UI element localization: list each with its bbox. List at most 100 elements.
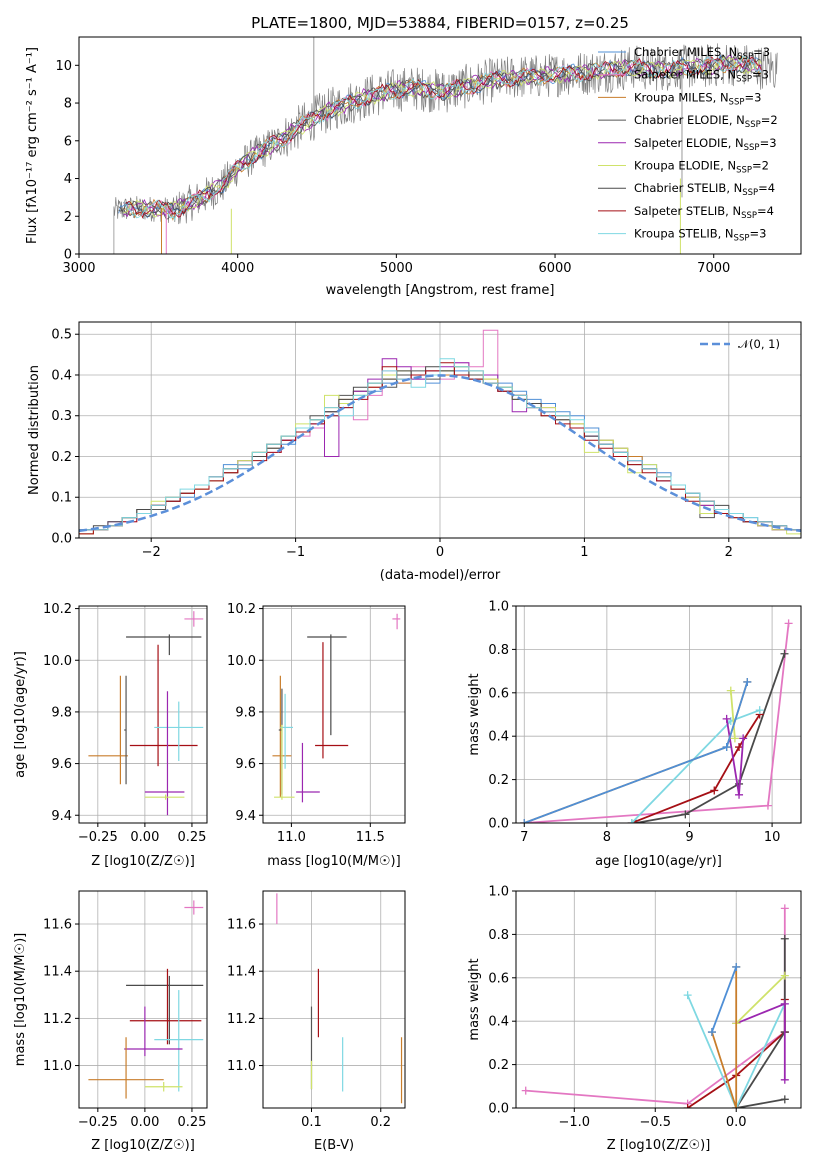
y-axis-label: Flux [fλ10⁻¹⁷ erg cm⁻² s⁻¹ A⁻¹] [25,47,40,244]
y-tick-label: 10.0 [227,654,256,669]
x-tick-label: 0.25 [177,830,206,845]
point-marker [730,734,739,743]
legend-value: =4 [758,181,775,195]
model-line-kroupa-stelib [123,55,762,221]
point-marker [707,1028,716,1037]
point-marker [722,743,731,752]
y-axis-label: age [log10(age/yr)] [13,651,28,778]
line-kroupa-miles [711,967,738,1108]
y-tick-label: 6 [64,134,72,149]
axes-frame [78,890,208,1109]
y-tick-label: 0.0 [488,1102,509,1117]
y-axis-label: mass weight [467,958,482,1040]
age-vs-mass-panel: 11.0 11.5 9.4 9.6 9.8 10.0 10.2 mass [log10(M/M… [227,602,406,869]
y-tick-label: 0.0 [51,532,72,547]
point-marker [784,619,793,628]
y-tick-label: 10.0 [43,654,72,669]
point-marker [780,904,789,913]
legend-subscript: SSP [734,234,750,244]
y-tick-label: 0.0 [488,817,509,832]
legend-value: =3 [744,90,761,104]
x-tick-label: −0.25 [78,830,118,845]
point-marker [780,1095,789,1104]
point-marker [627,819,636,823]
y-tick-label: 10.2 [227,602,256,617]
point-marker [710,786,719,795]
legend-subscript: SSP [736,166,752,176]
legend-value: =2 [752,159,769,173]
x-axis-label: Z [log10(Z/Z☉)] [91,1138,195,1153]
point-marker [722,714,731,723]
y-tick-label: 0.5 [51,328,72,343]
point-marker [780,1075,789,1084]
hist-kroupa-stelib [79,358,801,538]
x-tick-label: −1 [286,545,305,560]
x-tick-label: 11.0 [277,830,306,845]
x-tick-label: 7000 [697,261,730,276]
mass-vs-Z-panel: −0.25 0.00 0.25 11.0 11.2 11.4 11.6 Z [log10(Z/… [13,890,208,1153]
y-tick-label: 11.2 [43,1012,72,1027]
x-axis-label: Z [log10(Z/Z☉)] [607,1138,711,1153]
point-marker [735,790,744,799]
y-tick-label: 0.2 [488,773,509,788]
age-vs-Z-panel: −0.25 0.00 0.25 9.4 9.6 9.8 10.0 10.2 Z [log10(Z… [13,602,208,869]
line-salpeter-stelib [631,714,761,823]
legend-value: =3 [749,227,766,241]
x-tick-label: 0.00 [130,830,159,845]
legend-entry: Chabrier STELIB, NSSP=4 [634,181,775,198]
y-tick-label: 0 [64,248,72,263]
x-axis-label: E(B-V) [314,1138,354,1153]
y-tick-label: 0.2 [488,1058,509,1073]
legend-entry: Chabrier MILES, NSSP=3 [634,45,770,62]
y-tick-label: 0.4 [51,368,72,383]
y-tick-label: 11.0 [43,1059,72,1074]
line-chabrier-stelib [635,653,786,823]
legend-entry: Kroupa ELODIE, NSSP=2 [634,159,769,176]
point-marker [631,819,640,823]
x-tick-label: 2 [725,545,733,560]
x-tick-label: 0.0 [726,1115,747,1130]
x-tick-label: −1.0 [559,1115,591,1130]
axes-frame [515,890,802,1109]
legend-subscript: SSP [742,188,758,198]
axes-frame [78,36,802,255]
point-marker [763,801,772,810]
point-marker [520,819,529,823]
y-tick-label: 0.4 [488,730,509,745]
y-tick-label: 0.6 [488,971,509,986]
point-marker [743,677,752,686]
x-axis-label: (data-model)/error [380,568,501,583]
x-tick-label: 4000 [221,261,254,276]
mass-weight-vs-Z-panel: −1.0 −0.5 0.0 0.0 0.2 0.4 0.6 0.8 1.0 Z [log10(Z/… [467,885,802,1153]
y-tick-label: 4 [64,172,72,187]
point-marker [732,1104,741,1108]
y-tick-label: 0.8 [488,928,509,943]
x-tick-label: 5000 [380,261,413,276]
legend-value: =3 [752,68,769,82]
legend-value: =3 [753,45,770,59]
y-tick-label: 0.1 [51,491,72,506]
legend-entry: 𝒩(0, 1) [738,337,780,351]
legend-subscript: SSP [744,143,760,153]
legend-entry: Salpeter ELODIE, NSSP=3 [634,136,777,153]
y-tick-label: 0.6 [488,686,509,701]
x-tick-label: 11.5 [356,830,385,845]
x-tick-label: 8 [603,830,611,845]
y-tick-label: 11.6 [227,918,256,933]
legend-entry: Chabrier ELODIE, NSSP=2 [634,113,778,130]
legend-subscript: SSP [745,120,761,130]
x-axis-label: Z [log10(Z/Z☉)] [91,854,195,869]
spectrum-panel: 3000 4000 5000 6000 7000 0 2 4 6 8 10 wavelength [A… [25,36,802,298]
y-axis-label: mass [log10(M/M☉)] [13,933,28,1066]
y-tick-label: 9.6 [51,757,72,772]
line-kroupa-elodie [729,690,736,739]
point-marker [683,1104,692,1108]
line-chabrier-miles [523,681,749,823]
x-tick-label: 0.25 [177,1115,206,1130]
y-tick-label: 8 [64,97,72,112]
y-axis-label: mass weight [467,673,482,755]
line-chabrier-stelib [735,938,786,1108]
x-tick-label: 10 [764,830,781,845]
normal-curve [79,374,801,533]
